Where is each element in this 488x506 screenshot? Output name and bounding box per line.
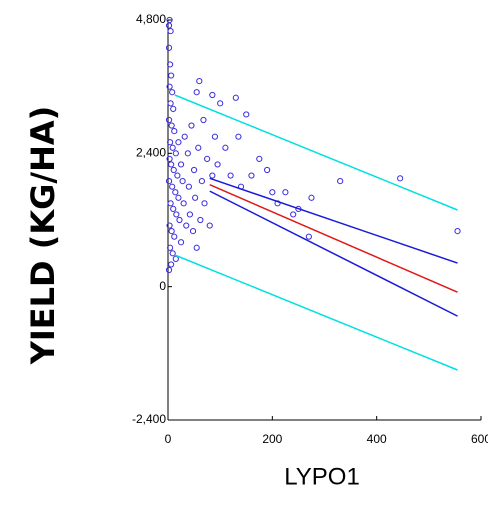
point	[176, 216, 183, 224]
line	[174, 254, 458, 371]
point	[171, 128, 178, 135]
point	[264, 166, 271, 174]
point	[196, 78, 203, 85]
point	[337, 178, 344, 185]
point	[172, 255, 179, 262]
point	[183, 222, 190, 229]
point	[165, 22, 173, 29]
point	[166, 244, 174, 251]
point	[171, 233, 178, 240]
point	[168, 72, 175, 79]
point	[165, 178, 173, 185]
point	[179, 178, 186, 185]
point	[165, 266, 173, 274]
point	[168, 228, 175, 235]
point	[200, 116, 207, 124]
point	[232, 94, 239, 101]
x-tick-label: 0	[165, 432, 172, 446]
point	[201, 200, 208, 207]
y-tick-label: 4,800	[136, 12, 166, 26]
line	[209, 184, 458, 293]
y-tick-label: 2,400	[136, 146, 166, 160]
y-axis-label: YIELD (KG/HA)	[24, 106, 62, 366]
point	[308, 194, 315, 201]
point	[165, 44, 173, 51]
point	[167, 28, 174, 35]
point	[168, 261, 175, 268]
point	[165, 116, 173, 124]
point	[172, 189, 179, 196]
point	[166, 139, 174, 146]
y-tick-label: 0	[159, 279, 166, 293]
point	[168, 122, 175, 129]
point	[169, 183, 176, 190]
point	[184, 150, 191, 157]
point	[169, 144, 176, 151]
point	[204, 155, 211, 162]
line	[174, 94, 458, 211]
point	[177, 161, 185, 168]
point	[209, 91, 216, 99]
point	[193, 244, 200, 251]
point	[166, 155, 173, 162]
point	[180, 200, 187, 207]
point	[209, 172, 216, 179]
point	[169, 89, 176, 96]
point	[222, 144, 229, 151]
point	[172, 150, 179, 157]
point	[167, 200, 174, 207]
point	[206, 222, 213, 229]
point	[454, 228, 461, 235]
point	[170, 105, 177, 112]
point	[217, 100, 224, 107]
point	[168, 161, 175, 168]
point	[181, 133, 188, 140]
point	[214, 161, 221, 168]
point	[188, 122, 195, 129]
point	[177, 239, 185, 246]
point	[305, 233, 312, 240]
x-axis-label: LYPO1	[284, 463, 360, 490]
point	[197, 216, 204, 224]
point	[190, 166, 198, 174]
point	[189, 228, 197, 235]
point	[166, 16, 173, 24]
point	[195, 144, 202, 151]
point	[174, 172, 181, 179]
point	[170, 205, 177, 212]
point	[397, 175, 404, 182]
x-tick-label: 200	[262, 432, 282, 446]
point	[175, 194, 182, 201]
point	[198, 178, 206, 185]
point	[192, 194, 199, 201]
line	[209, 190, 458, 317]
point	[235, 133, 242, 140]
point	[211, 133, 219, 140]
point	[193, 89, 200, 96]
point	[282, 189, 289, 196]
point	[290, 211, 297, 218]
point	[269, 189, 276, 196]
point	[166, 222, 173, 229]
y-tick-label: -2,400	[132, 412, 166, 426]
point	[170, 166, 177, 174]
point	[227, 172, 234, 179]
point	[175, 139, 182, 146]
line	[209, 177, 458, 264]
point	[166, 61, 174, 68]
point	[186, 211, 194, 218]
point	[166, 83, 173, 90]
point	[256, 155, 263, 162]
point	[169, 250, 176, 257]
point	[243, 111, 250, 118]
point	[248, 172, 255, 179]
point	[185, 183, 192, 190]
point	[167, 100, 174, 107]
point	[173, 211, 180, 218]
x-tick-label: 400	[367, 432, 387, 446]
x-tick-label: 600	[471, 432, 488, 446]
